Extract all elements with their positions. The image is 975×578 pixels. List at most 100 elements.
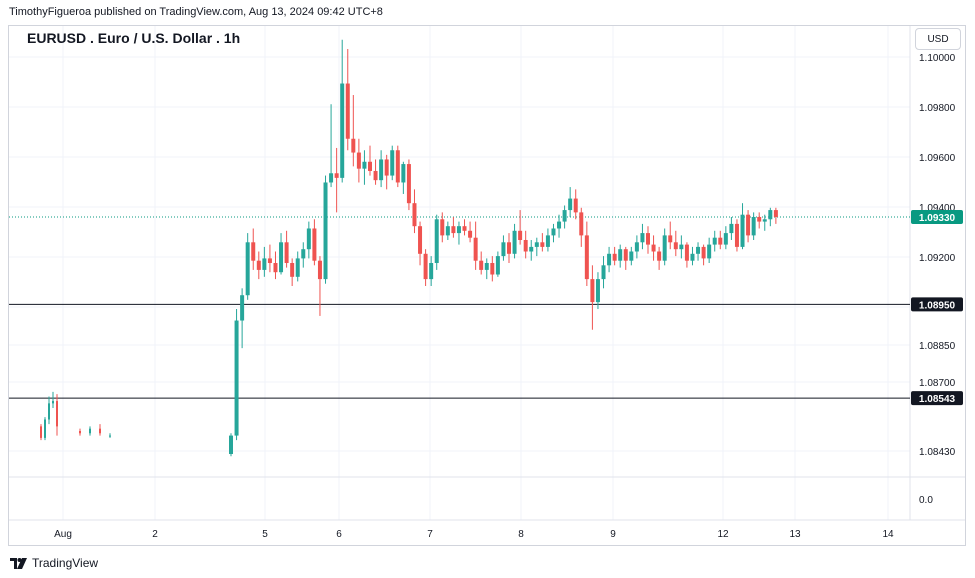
x-tick-label: 7 [427,529,433,540]
candle-body-up [768,210,773,220]
chart-grid [9,26,965,521]
candle-body-up [740,214,745,247]
candle-body-down [356,152,361,169]
candle-body-down [290,263,295,277]
y-tick-label: 1.09200 [919,253,956,264]
candle-body-up [568,198,573,211]
level-badge [911,391,963,406]
candle-body-down [573,198,578,213]
candle-body-up [551,228,556,236]
candle-body-down [673,242,678,250]
candle-body-up [89,428,91,434]
candle-body-down [451,226,456,234]
candle-body-down [507,242,511,254]
candle-body-up [390,150,395,176]
candle-body-up [762,219,767,222]
y-tick-label: 1.09800 [919,103,956,114]
candle-body-down [412,203,417,227]
candle-body-up [484,263,489,270]
candle-body-down [384,159,389,176]
candle-body-up [401,164,406,183]
y-tick-label: 1.09400 [919,203,956,214]
candle-body-down [373,170,378,181]
candle-body-down [99,428,101,434]
y-tick-label: 0.0 [919,495,933,506]
candle-body-down [479,260,484,270]
candle-body-up [729,223,734,234]
candle-body-down [351,138,356,153]
candle-body-up [329,173,334,183]
candle-body-up [52,401,54,404]
candle-body-down [56,401,58,427]
candle-body-up [690,253,695,261]
candle-body-down [490,263,495,275]
y-tick-label: 1.08430 [919,447,956,458]
candle-body-down [462,226,467,231]
candle-body-down [646,233,650,245]
candle-series [40,39,778,457]
candle-body-down [518,230,523,240]
candle-body-down [267,258,272,264]
x-tick-label: Aug [54,529,72,540]
x-tick-label: 8 [518,529,524,540]
candle-body-up [495,256,500,275]
x-tick-label: 2 [152,529,158,540]
candle-body-up [229,435,233,454]
candle-body-up [545,235,550,247]
candle-body-up [301,249,306,259]
candle-body-up [595,279,600,303]
brand-name: TradingView [32,556,99,570]
candle-body-up [534,242,539,247]
candle-body-down [590,279,595,303]
candle-body-up [109,435,111,437]
candle-body-down [406,164,411,204]
horizontal-levels [9,216,910,399]
candle-body-down [334,173,339,178]
candle-body-up [723,233,728,245]
candle-body-down [540,242,545,247]
candle-body-down [657,251,662,261]
chart-title: EURUSD . Euro / U.S. Dollar . 1h [27,30,241,46]
chart-frame [8,25,966,546]
candle-body-up [340,83,345,178]
candle-body-up [679,244,684,250]
candle-body-down [623,249,628,261]
time-axis: Aug 2 5 6 7 8 9 12 13 14 [54,529,894,540]
candle-body-down [473,237,478,261]
candle-body-down [395,150,400,183]
level-badge-label: 1.08543 [919,394,956,405]
candle-body-up [707,244,712,259]
candle-body-down [668,235,673,243]
candle-body-down [256,260,261,270]
candle-body-up [601,265,606,280]
x-tick-label: 13 [789,529,801,540]
candle-body-down [368,161,372,171]
level-badge-label: 1.08950 [919,300,956,311]
candle-body-down [579,212,584,236]
price-axis: 1.100001.098001.096001.094001.092001.090… [919,53,956,506]
tradingview-logo[interactable]: TradingView [10,556,98,570]
tradingview-logo-icon [10,557,27,569]
y-tick-label: 1.08700 [919,378,956,389]
price-badges: 1.08950 1.08543 1.09330 [911,209,963,406]
currency-button[interactable]: USD [915,28,961,50]
candle-body-down [746,214,751,236]
candle-body-down [584,235,589,280]
candle-body-up [751,216,756,236]
candle-body-up [456,226,461,234]
candle-body-up [562,210,567,222]
candle-body-down [312,228,317,261]
candle-body-down [701,246,706,259]
last-price-badge [911,209,963,224]
candle-body-up [634,242,639,252]
x-tick-label: 5 [262,529,268,540]
y-tick-label: 1.10000 [919,53,956,64]
x-tick-label: 14 [882,529,894,540]
candle-body-up [529,246,534,252]
candle-body-down [757,216,762,222]
candle-body-down [651,244,656,252]
candle-body-up [640,233,645,243]
candle-body-down [468,230,473,238]
candle-body-up [429,263,434,280]
